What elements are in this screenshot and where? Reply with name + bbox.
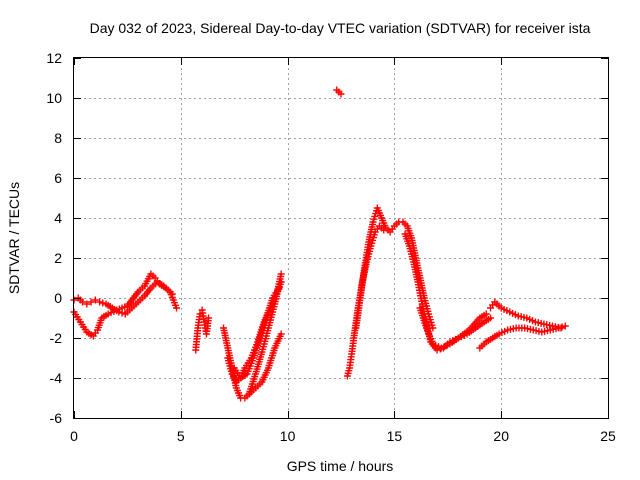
data-point — [277, 270, 285, 278]
x-tick-label: 20 — [493, 428, 509, 444]
data-point — [561, 322, 569, 330]
series-sdtvar-trace-b — [70, 270, 176, 340]
chart-title: Day 032 of 2023, Sidereal Day-to-day VTE… — [90, 20, 591, 36]
x-axis-label: GPS time / hours — [287, 458, 394, 474]
data-point — [91, 296, 99, 304]
gridlines — [74, 58, 608, 418]
data-point — [487, 314, 495, 322]
data-point — [96, 298, 104, 306]
series-sdtvar-trace-n — [487, 298, 565, 332]
y-tick-label: 6 — [54, 170, 62, 186]
series-sdtvar-trace-c — [192, 306, 213, 354]
y-tick-label: -6 — [50, 410, 63, 426]
data-point — [482, 310, 490, 318]
data-point — [205, 314, 213, 322]
x-tick-label: 15 — [387, 428, 403, 444]
data-point — [433, 346, 441, 354]
y-tick-label: 4 — [54, 210, 62, 226]
data-points — [70, 86, 569, 402]
y-tick-label: 12 — [46, 50, 62, 66]
y-tick-labels: -6 -4 -2 0 2 4 6 8 10 12 — [46, 50, 62, 426]
data-point — [277, 330, 285, 338]
series-sdtvar-trace-l — [416, 304, 490, 352]
data-point — [79, 298, 87, 306]
y-tick-label: 10 — [46, 90, 62, 106]
x-tick-label: 10 — [280, 428, 296, 444]
series-sdtvar-trace-h — [333, 86, 345, 98]
x-tick-label: 5 — [177, 428, 185, 444]
y-axis-label: SDTVAR / TECUs — [6, 182, 22, 294]
series-sdtvar-trace-g — [245, 270, 285, 398]
data-point — [87, 298, 95, 306]
data-point — [557, 324, 565, 332]
plot-frame — [73, 57, 609, 419]
y-tick-label: -4 — [50, 370, 63, 386]
x-tick-label: 25 — [600, 428, 616, 444]
series-sdtvar-trace-k — [401, 230, 495, 354]
series-sdtvar-trace-i — [343, 222, 388, 380]
y-tick-label: 2 — [54, 250, 62, 266]
data-point — [337, 90, 345, 98]
y-tick-label: 0 — [54, 290, 62, 306]
x-tick-labels: 0 5 10 15 20 25 — [70, 428, 616, 444]
data-point — [429, 324, 437, 332]
axis-ticks — [74, 58, 609, 419]
data-point — [168, 290, 176, 298]
data-point — [83, 300, 91, 308]
y-tick-label: 8 — [54, 130, 62, 146]
data-point — [99, 299, 107, 307]
x-tick-label: 0 — [70, 428, 78, 444]
data-point — [173, 304, 181, 312]
y-tick-label: -2 — [50, 330, 63, 346]
